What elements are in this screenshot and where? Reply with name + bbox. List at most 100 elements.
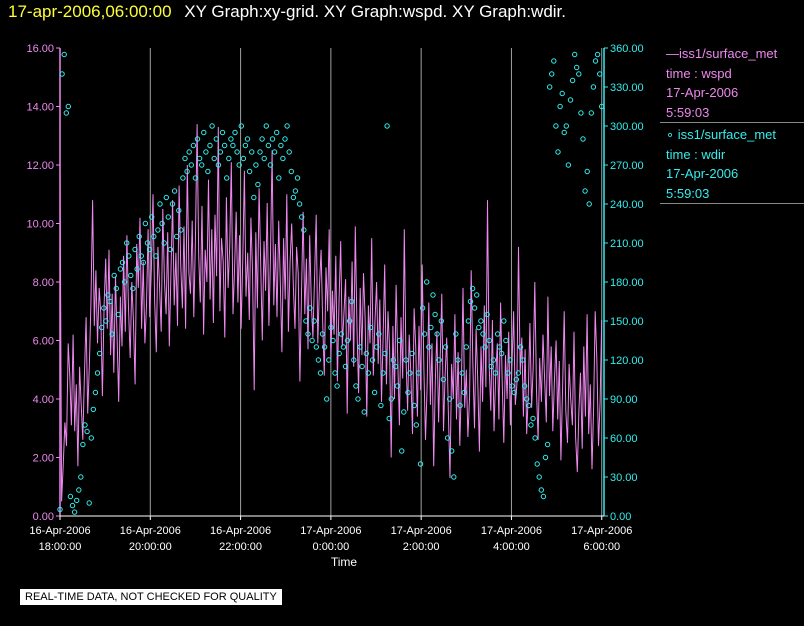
series-wdir-point [586, 201, 592, 207]
y-left-tick-label: 12.00 [26, 160, 54, 172]
series-wdir-point [292, 188, 299, 194]
series-wdir-point [138, 253, 145, 259]
series-wdir-point [401, 409, 407, 415]
series-wdir-point [167, 246, 174, 253]
y-left-tick-label: 14.00 [26, 102, 54, 114]
series-wdir-point [465, 318, 472, 324]
series-wdir-point [382, 350, 388, 357]
y-left-tick-label: 16.00 [26, 43, 54, 55]
series-wdir-point [224, 175, 230, 181]
series-wdir-point [265, 142, 272, 149]
series-wdir-point [490, 357, 497, 363]
series-wdir-point [207, 142, 213, 149]
series-wdir-point [309, 337, 315, 344]
series-wdir-point [536, 474, 542, 480]
series-wdir-point [259, 136, 265, 142]
series-wdir-point [480, 331, 486, 337]
y-left-tick-label: 2.00 [33, 453, 54, 465]
series-wdir-point [290, 194, 297, 201]
series-wdir-point [311, 318, 317, 324]
series-wdir-point [86, 500, 92, 506]
series-wdir-point [349, 298, 355, 305]
series-wdir-point [59, 71, 65, 77]
series-wdir-point [367, 324, 374, 331]
y-right-tick-label: 300.00 [610, 121, 644, 133]
series-wdir-point [363, 350, 369, 357]
y-right-tick-label: 30.00 [610, 472, 638, 484]
series-wdir-point [428, 324, 434, 331]
series-wdir-point [549, 71, 555, 77]
series-wdir-point [184, 168, 190, 175]
series-wdir-point [555, 149, 561, 155]
series-wdir-point [534, 461, 540, 467]
series-wdir-point [544, 441, 551, 448]
series-wdir-point [144, 240, 151, 246]
series-wdir-point [574, 64, 580, 71]
legend-wdir[interactable]: ∘ iss1/surface_met time : wdir 17-Apr-20… [660, 125, 804, 204]
series-wdir-point [371, 389, 378, 396]
series-wdir-point [386, 415, 392, 422]
series-wdir-point [494, 331, 501, 337]
x-tick-label-date: 17-Apr-2006 [300, 525, 361, 537]
series-wdir-point [257, 149, 263, 155]
series-wdir-point [415, 370, 422, 376]
series-wdir-point [482, 344, 488, 350]
series-wdir-point [169, 201, 176, 207]
x-tick-label-date: 17-Apr-2006 [391, 525, 452, 537]
series-wdir-point [436, 357, 442, 363]
series-wdir-point [576, 71, 582, 77]
series-wdir-point [232, 129, 238, 136]
x-tick-label-time: 18:00:00 [39, 541, 82, 553]
series-wdir-point [230, 142, 236, 149]
series-wdir-point [584, 168, 590, 175]
series-wdir-point [578, 110, 584, 116]
series-wdir-point [457, 402, 463, 409]
series-wdir-point [336, 350, 342, 357]
y-right-tick-label: 210.00 [610, 238, 644, 250]
series-wdir-point [503, 337, 509, 344]
series-wdir-point [313, 344, 319, 350]
series-wdir-point [390, 357, 397, 363]
series-wdir-point [294, 175, 301, 181]
legend-wdir-date: 17-Apr-2006 [666, 166, 739, 181]
series-wdir-point [121, 279, 128, 285]
series-wdir-point [174, 233, 180, 240]
series-wdir-point [551, 58, 557, 64]
series-wdir-point [455, 357, 461, 363]
series-wdir-point [357, 344, 363, 350]
series-wdir-point [126, 253, 132, 259]
series-wdir-point [569, 77, 576, 84]
series-wdir-point [392, 363, 399, 370]
series-wdir-point [178, 227, 184, 233]
series-wdir-point [246, 168, 253, 175]
series-wdir-point [151, 233, 157, 240]
series-wdir-point [365, 370, 372, 376]
series-wdir-point [417, 461, 424, 467]
series-wdir-point [330, 337, 336, 344]
series-wdir-point [484, 311, 490, 318]
series-wdir-point [488, 363, 494, 370]
series-wdir-point [524, 396, 530, 402]
x-tick-label-time: 2:00:00 [403, 541, 440, 553]
legend-wspd[interactable]: —iss1/surface_met time : wspd 17-Apr-200… [660, 44, 804, 123]
series-wdir-point [78, 474, 84, 480]
series-wdir-point [301, 227, 307, 233]
series-wdir-point [205, 168, 211, 175]
series-wdir-point [499, 350, 505, 357]
series-wdir-point [561, 129, 567, 136]
series-wdir-point [269, 136, 276, 142]
series-wdir-point [505, 370, 511, 376]
series-wdir-point [434, 331, 440, 337]
series-wdir-point [565, 162, 572, 168]
series-wdir-point [65, 103, 72, 110]
series-wdir-point [90, 406, 97, 413]
series-wdir-point [334, 383, 340, 389]
series-wdir-point [130, 285, 136, 292]
series-wdir-point [567, 97, 574, 103]
series-wdir-point [355, 396, 361, 402]
title-graphs: XY Graph:xy-grid. XY Graph:wspd. XY Grap… [184, 2, 567, 21]
series-wdir-point [463, 344, 469, 350]
series-wdir-point [280, 155, 286, 162]
series-wdir-point [599, 103, 605, 110]
series-wdir-point [88, 435, 95, 441]
